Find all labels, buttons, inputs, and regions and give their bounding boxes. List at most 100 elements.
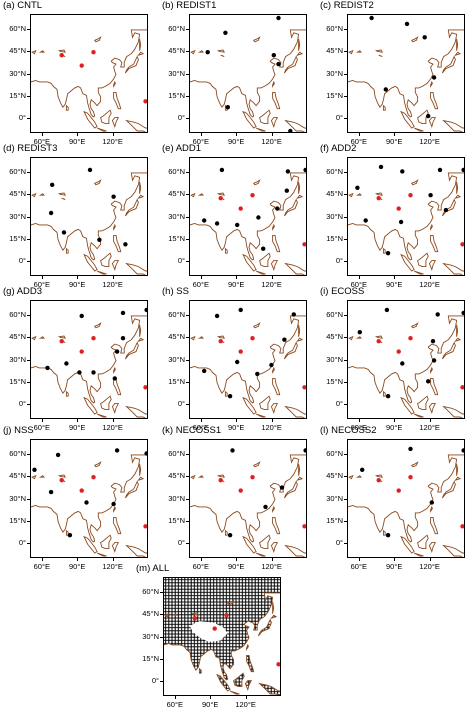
lon-tick-label: 90°E <box>386 280 403 289</box>
black-station-marker <box>55 452 61 458</box>
island-coastline <box>296 337 304 343</box>
black-station-marker <box>263 504 268 510</box>
hatched-island <box>246 655 254 672</box>
lon-tick <box>236 133 238 136</box>
island-coastline <box>258 682 280 695</box>
panel-title: (h) SS <box>162 286 189 297</box>
lon-tick-label: 120°E <box>261 562 282 571</box>
island-coastline <box>417 534 429 550</box>
lake-outline <box>226 599 235 606</box>
map-frame <box>30 157 148 276</box>
map-canvas <box>190 15 306 132</box>
lat-tick <box>344 359 347 361</box>
red-station-marker <box>396 349 401 354</box>
lon-tick-label: 120°E <box>419 562 440 571</box>
lake-outline <box>252 36 261 43</box>
island-coastline <box>125 405 147 418</box>
lat-tick <box>186 314 189 316</box>
island-coastline <box>430 516 439 535</box>
panel-title: (e) ADD1 <box>162 143 202 154</box>
island-coastline <box>442 544 464 557</box>
island-coastline <box>137 51 145 57</box>
lat-tick-label: 30°N <box>326 354 343 364</box>
black-station-marker <box>383 87 388 92</box>
lon-tick <box>236 558 238 561</box>
black-station-marker <box>408 446 413 452</box>
lat-tick-label: 45°N <box>142 609 159 619</box>
map-canvas <box>31 307 147 418</box>
lake-outline <box>197 50 204 53</box>
lon-tick <box>429 419 431 422</box>
lat-tick-label: 45°N <box>326 46 343 56</box>
lon-tick <box>236 276 238 279</box>
island-coastline <box>272 505 275 514</box>
island-coastline <box>400 110 415 129</box>
lat-tick-label: 15°N <box>9 515 26 525</box>
island-coastline <box>298 38 301 51</box>
lake-outline <box>57 49 67 53</box>
island-coastline <box>298 324 301 337</box>
island-coastline <box>272 366 275 375</box>
lake-outline <box>190 335 196 341</box>
island-coastline <box>296 194 304 200</box>
lon-tick-label: 90°E <box>69 280 86 289</box>
panel-title: (m) ALL <box>136 563 170 574</box>
lat-tick-label: 0° <box>177 113 185 123</box>
lon-tick-label: 120°E <box>102 423 123 432</box>
lake-outline <box>61 197 66 201</box>
black-station-marker <box>144 307 147 313</box>
lon-tick <box>41 419 43 422</box>
island-coastline <box>229 690 240 695</box>
lake-outline <box>374 192 384 196</box>
island-coastline <box>224 247 228 254</box>
lat-tick <box>186 498 189 500</box>
lat-tick-label: 45°N <box>168 46 185 56</box>
lat-tick-label: 45°N <box>9 189 26 199</box>
black-station-marker <box>291 312 296 317</box>
red-station-marker <box>218 196 223 201</box>
map-frame <box>347 14 465 133</box>
red-station-marker <box>91 336 96 341</box>
lat-tick <box>344 381 347 383</box>
black-station-marker <box>284 188 289 193</box>
island-coastline <box>216 673 231 692</box>
lake-outline <box>38 50 45 53</box>
lon-tick-label: 60°E <box>166 700 183 709</box>
coastline <box>348 315 464 404</box>
lat-tick-label: 0° <box>177 256 185 266</box>
lat-tick <box>27 404 30 406</box>
lake-outline <box>355 336 362 339</box>
lat-tick-label: 0° <box>151 676 159 686</box>
lat-tick-label: 60°N <box>9 309 26 319</box>
lake-outline <box>355 475 362 478</box>
lon-tick <box>358 133 360 136</box>
red-station-marker <box>59 53 64 58</box>
lake-outline <box>197 475 204 478</box>
red-station-marker <box>396 206 401 211</box>
lon-tick <box>358 419 360 422</box>
red-station-marker <box>250 193 255 198</box>
lon-tick-label: 120°E <box>102 280 123 289</box>
lat-tick-label: 30°N <box>326 211 343 221</box>
lon-tick-label: 120°E <box>419 280 440 289</box>
lon-tick <box>394 133 396 136</box>
lat-tick <box>27 476 30 478</box>
lat-tick-label: 15°N <box>326 233 343 243</box>
red-station-marker <box>59 339 64 344</box>
lat-tick <box>344 520 347 522</box>
red-station-marker <box>408 193 413 198</box>
lon-tick <box>41 133 43 136</box>
island-coastline <box>272 516 281 535</box>
red-station-marker <box>238 488 243 493</box>
island-coastline <box>270 542 279 554</box>
red-station-marker <box>250 475 255 480</box>
black-station-marker <box>404 21 410 27</box>
lat-tick-label: 45°N <box>326 189 343 199</box>
lake-outline <box>220 54 225 58</box>
lat-tick-label: 30°N <box>168 211 185 221</box>
lon-tick-label: 90°E <box>386 423 403 432</box>
map-panel-g: (g) ADD3 0° 15°N 30°N 45°N 60°N 60°E 90°E 120°E <box>0 286 150 444</box>
lon-tick <box>394 558 396 561</box>
island-coastline <box>441 55 456 74</box>
island-coastline <box>111 403 120 415</box>
